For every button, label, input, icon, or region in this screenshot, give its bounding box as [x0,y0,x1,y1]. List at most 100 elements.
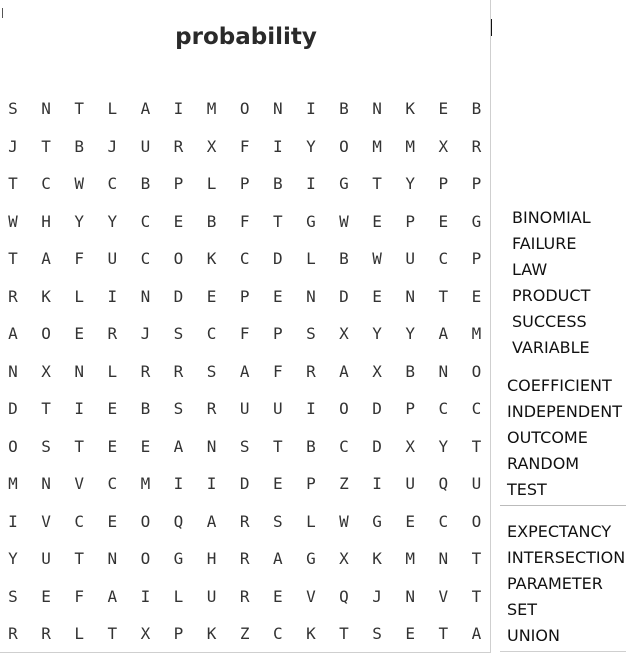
grid-letter: X [339,549,349,568]
grid-letter: R [8,624,18,643]
grid-letter: C [206,324,217,343]
grid-letter: E [471,286,482,306]
grid-letter: M [206,99,217,118]
grid-letter: T [8,174,18,193]
grid-letter: E [107,511,118,531]
grid-letter: N [8,361,18,381]
grid-letter: D [8,399,18,418]
grid-letter: N [272,99,283,118]
grid-letter: J [107,136,118,156]
grid-letter: C [438,399,449,418]
grid-letter: G [306,211,316,231]
grid-letter: S [306,324,316,343]
grid-letter: M [471,324,482,343]
grid-letter: E [272,586,283,606]
word-list-item: FAILURE [512,234,577,253]
grid-letter: C [41,174,51,193]
grid-letter: I [74,399,84,418]
grid-letter: R [41,624,51,643]
grid-letter: I [107,286,118,306]
word-list-group-3: EXPECTANCY INTERSECTION PARAMETER SET UNION [507,519,625,649]
grid-letter: W [339,511,349,531]
grid-letter: L [107,361,118,381]
grid-letter: F [74,249,84,268]
grid-letter: J [8,136,18,156]
grid-letter: P [405,211,415,231]
grid-letter: F [74,586,84,606]
grid-letter: V [438,586,449,606]
grid-letter: D [239,474,250,493]
word-list-item: INTERSECTION [507,548,626,567]
grid-letter: I [306,174,316,193]
grid-letter: T [74,99,84,118]
grid-letter: C [438,249,449,268]
grid-letter: F [239,211,250,231]
grid-letter: Z [239,624,250,643]
grid-letter: K [306,624,316,643]
grid-letter: E [107,436,118,456]
grid-letter: E [372,211,382,231]
grid-letter: N [438,361,449,381]
grid-letter: C [74,511,84,531]
grid-letter: W [372,249,382,268]
grid-letter: S [8,99,18,118]
grid-letter: H [41,211,51,231]
grid-letter: R [239,511,250,531]
grid-letter: C [107,474,118,493]
grid-letter: I [272,136,283,156]
grid-letter: K [41,286,51,306]
word-list-item: VARIABLE [512,338,590,357]
grid-letter: U [272,399,283,418]
grid-letter: P [239,286,250,306]
word-list-item: INDEPENDENT [507,402,623,421]
grid-letter: N [206,436,217,456]
grid-letter: G [173,549,184,568]
word-list-item: LAW [512,260,548,279]
grid-letter: R [471,136,482,156]
grid-letter: E [272,286,283,306]
grid-letter: X [438,136,449,156]
grid-letter: G [471,211,482,231]
grid-letter: U [405,474,415,493]
grid-letter: A [438,324,449,343]
grid-letter: U [140,136,151,156]
grid-letter: N [438,549,449,568]
grid-letter: Y [8,549,18,568]
grid-letter: L [306,249,316,268]
grid-letter: S [372,624,382,643]
grid-letter: A [471,624,482,643]
grid-letter: Y [107,211,118,231]
grid-letter: T [471,436,482,456]
grid-letter: A [339,361,349,381]
grid-letter: K [206,249,217,268]
grid-letter: R [173,136,184,156]
grid-letter: X [140,624,151,643]
word-list-item: SET [507,600,538,619]
grid-letter: Q [339,586,349,606]
grid-letter: I [140,586,151,606]
grid-letter: U [41,549,51,568]
grid-letter: A [206,511,217,531]
word-list-item: BINOMIAL [512,208,591,227]
grid-letter: T [372,174,382,193]
grid-letter: O [339,399,349,418]
grid-letter: Y [405,324,415,343]
grid-letter: O [471,511,482,531]
grid-letter: V [41,511,51,531]
grid-letter: P [438,174,449,193]
grid-letter: N [74,361,84,381]
grid-letter: R [239,586,250,606]
puzzle-border [490,0,491,652]
grid-letter: R [206,399,217,418]
grid-letter: X [339,324,349,343]
word-list-item: PARAMETER [507,574,603,593]
grid-letter: O [140,511,151,531]
grid-letter: I [372,474,382,493]
grid-letter: B [339,249,349,268]
grid-letter: P [239,174,250,193]
grid-letter: E [41,586,51,606]
grid-letter: J [372,586,382,606]
grid-letter: B [471,99,482,118]
grid-letter: E [74,324,84,343]
grid-letter: R [239,549,250,568]
